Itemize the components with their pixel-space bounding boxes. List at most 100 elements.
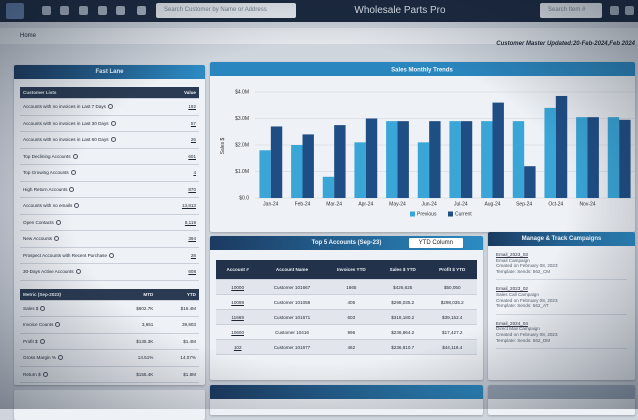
campaign-line: Template: Sends: 562_DM (496, 337, 551, 343)
bar (417, 142, 430, 198)
list-label: Accounts with no invoices in Last 60 Day… (23, 137, 109, 143)
calendar-icon[interactable] (137, 6, 146, 15)
metric-value: $16.4M (156, 300, 199, 317)
list-row: High Return Accounts 870 (20, 181, 199, 198)
x-tick-label: Jan-24 (263, 201, 279, 207)
column-header: MTD (110, 288, 157, 301)
metric-row: Return $ $155.4K $1.8M (20, 366, 199, 383)
y-axis-label: Sales $ (220, 137, 226, 154)
list-row: Accounts with no invoices in Last 60 Day… (20, 131, 199, 149)
bar (302, 134, 314, 198)
list-value[interactable]: 57 (168, 115, 199, 132)
breadcrumb[interactable]: Home (0, 28, 638, 44)
list-value[interactable]: 8,119 (168, 214, 199, 231)
account-cell[interactable]: 10000 (216, 279, 260, 295)
account-cell[interactable]: 102 (216, 339, 260, 355)
campaign-line: Template: Sends: 562_CM (496, 268, 551, 274)
bar (512, 121, 525, 198)
menu-icon[interactable] (625, 6, 634, 15)
list-value[interactable]: 28 (168, 247, 199, 264)
table: Account # Account Name Invoices YTD Sales $… (216, 260, 477, 355)
metric-value: 14.51% (110, 349, 157, 367)
nav-icon[interactable] (79, 6, 88, 15)
account-cell[interactable]: 10600 (216, 324, 260, 340)
home-icon[interactable] (60, 6, 69, 15)
metric-value: $1.8M (156, 366, 199, 383)
account-cell: Customer 101058 (259, 294, 325, 310)
account-cell: $318,180.2 (378, 309, 428, 325)
account-cell[interactable]: 11669 (216, 309, 260, 325)
metric-value: 39,803 (156, 316, 199, 334)
y-tick-label: $1.0M (235, 169, 249, 175)
y-tick-label: $0.0 (239, 195, 249, 201)
bar (492, 102, 504, 198)
list-value[interactable]: 608 (168, 263, 199, 281)
list-value[interactable]: 26 (168, 131, 199, 149)
info-icon (109, 252, 115, 258)
list-name: New Accounts (20, 230, 169, 248)
campaign-line: Email_2023_02 (496, 286, 528, 292)
nav-icon[interactable] (98, 6, 107, 15)
lower-panel (14, 390, 205, 420)
campaigns-panel: Manage & Track Campaigns Email_2023_03 Em… (488, 232, 635, 380)
campaign-item[interactable]: Email_2024_04 Direct Mail Campaign Created… (496, 321, 627, 350)
list-value[interactable]: 192 (168, 98, 199, 116)
menu-icon[interactable] (610, 6, 619, 15)
campaign-line: Sales Call Campaign (496, 291, 539, 297)
users-icon[interactable] (116, 6, 125, 15)
metrics: Metric (Sep-2023) MTD YTD Sales $ $602.7K $16… (20, 288, 199, 384)
metric-row: Profit $ $135.3K $1.4M (20, 333, 199, 350)
account-cell: $17,427.2 (427, 324, 477, 340)
bar (386, 121, 398, 198)
item-search[interactable]: Search Item # (540, 3, 602, 18)
list-row: Top Declining Accounts 601 (20, 148, 199, 165)
update-note: Customer Master Updated:20-Feb-2024,Feb … (496, 41, 635, 47)
list-name: Accounts with no invoices in Last 7 Days (20, 98, 169, 116)
bar (524, 166, 536, 198)
account-cell: Customer 101667 (259, 279, 325, 295)
list-label: Accounts with no invoices in Last 7 Days (23, 104, 106, 110)
customer-search[interactable]: Search Customer by Name or Address (156, 3, 296, 18)
account-cell: $298,035.2 (378, 294, 428, 310)
x-tick-label: Jul-24 (454, 201, 468, 207)
column-header: YTD (156, 288, 199, 301)
metric-name: Invoice Counts (20, 316, 111, 334)
metric-value: 14.07% (156, 349, 199, 367)
account-cell: 1665 (324, 279, 379, 295)
column-header: Customer Lists (20, 87, 169, 99)
logo (6, 3, 24, 19)
list-value[interactable]: 601 (168, 148, 199, 165)
list-value[interactable]: 870 (168, 181, 199, 198)
list-row: Open Contacts 8,119 (20, 214, 199, 231)
campaign-item[interactable]: Email_2023_03 Email Campaign Created on Fe… (496, 252, 627, 281)
metric-name: Profit $ (20, 333, 111, 350)
list-value[interactable]: 394 (168, 230, 199, 248)
legend-label: Previous (417, 211, 437, 217)
list-row: New Accounts 394 (20, 230, 199, 248)
info-icon (42, 371, 48, 377)
column-header: Profit $ YTD (427, 260, 477, 280)
bar (334, 125, 346, 198)
y-tick-label: $2.0M (235, 142, 249, 148)
lower-panel (210, 385, 483, 415)
campaign-line: Email Campaign (496, 257, 530, 263)
list-name: Accounts with no invoices in Last 60 Day… (20, 131, 169, 149)
panel-title: Top 5 Accounts (Sep-23) YTD Column (210, 236, 483, 250)
campaign-line: Created on February 08, 2023 (496, 297, 558, 303)
campaign-item[interactable]: Email_2023_02 Sales Call Campaign Created … (496, 286, 627, 315)
list-name: Top Declining Accounts (20, 148, 169, 165)
account-cell[interactable]: 10098 (216, 294, 260, 310)
column-dropdown[interactable]: YTD Column (408, 238, 463, 248)
list-value[interactable]: 4 (168, 164, 199, 182)
nav-icon[interactable] (42, 6, 51, 15)
list-value[interactable]: 13,813 (168, 197, 199, 215)
x-tick-label: May-24 (389, 201, 406, 207)
list-name: Prospect Accounts with Recent Purchase (20, 247, 169, 264)
bar (397, 121, 409, 198)
bar (291, 145, 303, 198)
info-icon (75, 269, 81, 275)
legend-swatch (410, 211, 415, 217)
list-label: 30-Days Active Accounts (23, 269, 74, 275)
header-row: Customer Lists Value (20, 87, 199, 99)
info-icon (55, 219, 61, 225)
